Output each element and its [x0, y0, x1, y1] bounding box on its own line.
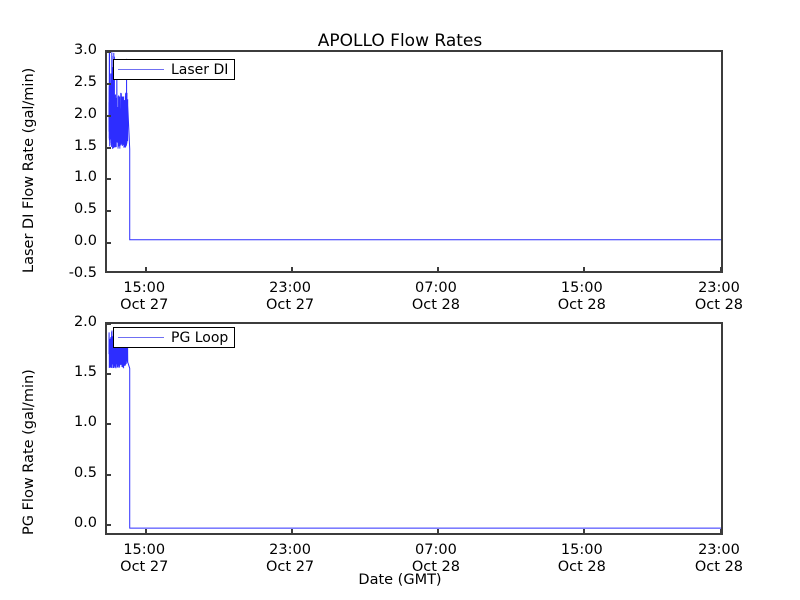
- x-tick-mark: [437, 533, 439, 535]
- x-tick-mark: [719, 267, 721, 271]
- y-tick-label: 2.0: [73, 314, 97, 330]
- y-tick-labels-bottom: 0.0 0.5 1.0 1.5 2.0: [27, 314, 97, 535]
- y-tick-mark: [107, 114, 111, 117]
- y-tick-mark: [107, 52, 111, 53]
- plot-area-laser-di: [105, 50, 723, 273]
- y-tick-label: 2.5: [73, 73, 97, 90]
- y-tick-label: 1.5: [73, 137, 97, 154]
- x-tick-mark: [291, 271, 293, 273]
- legend-line-icon-pg-loop: [118, 337, 164, 338]
- plot-area-pg-loop: [105, 322, 723, 535]
- x-tick-mark: [720, 533, 722, 535]
- y-tick-mark: [107, 423, 111, 426]
- chart-title: APOLLO Flow Rates: [317, 31, 483, 51]
- y-tick-mark: [107, 523, 111, 526]
- x-tick-label: 23:00 Oct 28: [694, 280, 744, 313]
- y-tick-label: 3.0: [73, 42, 97, 58]
- y-tick-label: 2.0: [73, 105, 97, 122]
- y-tick-label: -0.5: [68, 265, 97, 281]
- y-tick-mark: [107, 178, 111, 181]
- x-tick-mark: [145, 271, 147, 273]
- data-line-pg-loop: [107, 324, 721, 533]
- axis-label-x: Date (GMT): [358, 572, 442, 588]
- y-tick-mark: [107, 210, 111, 213]
- y-tick-label: 0.5: [73, 464, 97, 481]
- x-tick-label: 23:00 Oct 27: [266, 542, 315, 575]
- x-tick-mark: [719, 529, 721, 533]
- legend-label-pg-loop: PG Loop: [171, 329, 229, 346]
- x-tick-label: 15:00 Oct 27: [120, 542, 169, 575]
- y-tick-label: 1.5: [73, 364, 97, 381]
- x-tick-mark: [583, 271, 585, 273]
- x-tick-label: 23:00 Oct 27: [266, 280, 315, 313]
- y-tick-mark: [107, 82, 111, 85]
- x-tick-mark: [291, 529, 294, 533]
- x-tick-label: 15:00 Oct 28: [557, 542, 606, 575]
- x-tick-mark: [291, 533, 293, 535]
- y-tick-labels-top: -0.5 0.0 0.5 1.0 1.5 2.0 2.5 3.0: [27, 42, 97, 281]
- x-tick-mark: [583, 533, 585, 535]
- x-tick-mark: [145, 529, 148, 533]
- x-tick-mark: [720, 271, 722, 273]
- x-tick-label: 15:00 Oct 27: [120, 280, 169, 313]
- x-tick-mark: [436, 267, 439, 271]
- x-tick-mark: [145, 267, 148, 271]
- x-tick-mark: [145, 533, 147, 535]
- x-tick-label: 23:00 Oct 28: [694, 542, 744, 575]
- y-tick-mark: [107, 324, 111, 325]
- x-tick-mark: [291, 267, 294, 271]
- y-tick-label: 1.0: [73, 169, 97, 186]
- y-tick-label: 0.0: [73, 233, 97, 250]
- y-tick-mark: [107, 473, 111, 476]
- y-tick-label: 0.5: [73, 201, 97, 218]
- legend-pg-loop: PG Loop: [113, 327, 236, 348]
- x-tick-mark: [437, 271, 439, 273]
- y-tick-label: 0.0: [73, 514, 97, 531]
- x-tick-label: 07:00 Oct 28: [411, 280, 461, 313]
- x-tick-label: 07:00 Oct 28: [411, 542, 461, 575]
- x-tick-mark: [436, 529, 439, 533]
- series-path: [109, 330, 721, 528]
- legend-line-icon-laser-di: [118, 69, 164, 70]
- legend-laser-di: Laser DI: [113, 59, 236, 80]
- x-tick-mark: [582, 267, 585, 271]
- y-tick-mark: [107, 146, 111, 149]
- x-tick-label: 15:00 Oct 28: [557, 280, 606, 313]
- data-line-laser-di: [107, 52, 721, 271]
- y-tick-mark: [107, 373, 111, 376]
- y-tick-label: 1.0: [73, 414, 97, 431]
- legend-label-laser-di: Laser DI: [171, 61, 229, 78]
- series-path: [109, 52, 721, 239]
- x-tick-mark: [582, 529, 585, 533]
- y-tick-mark: [107, 242, 111, 245]
